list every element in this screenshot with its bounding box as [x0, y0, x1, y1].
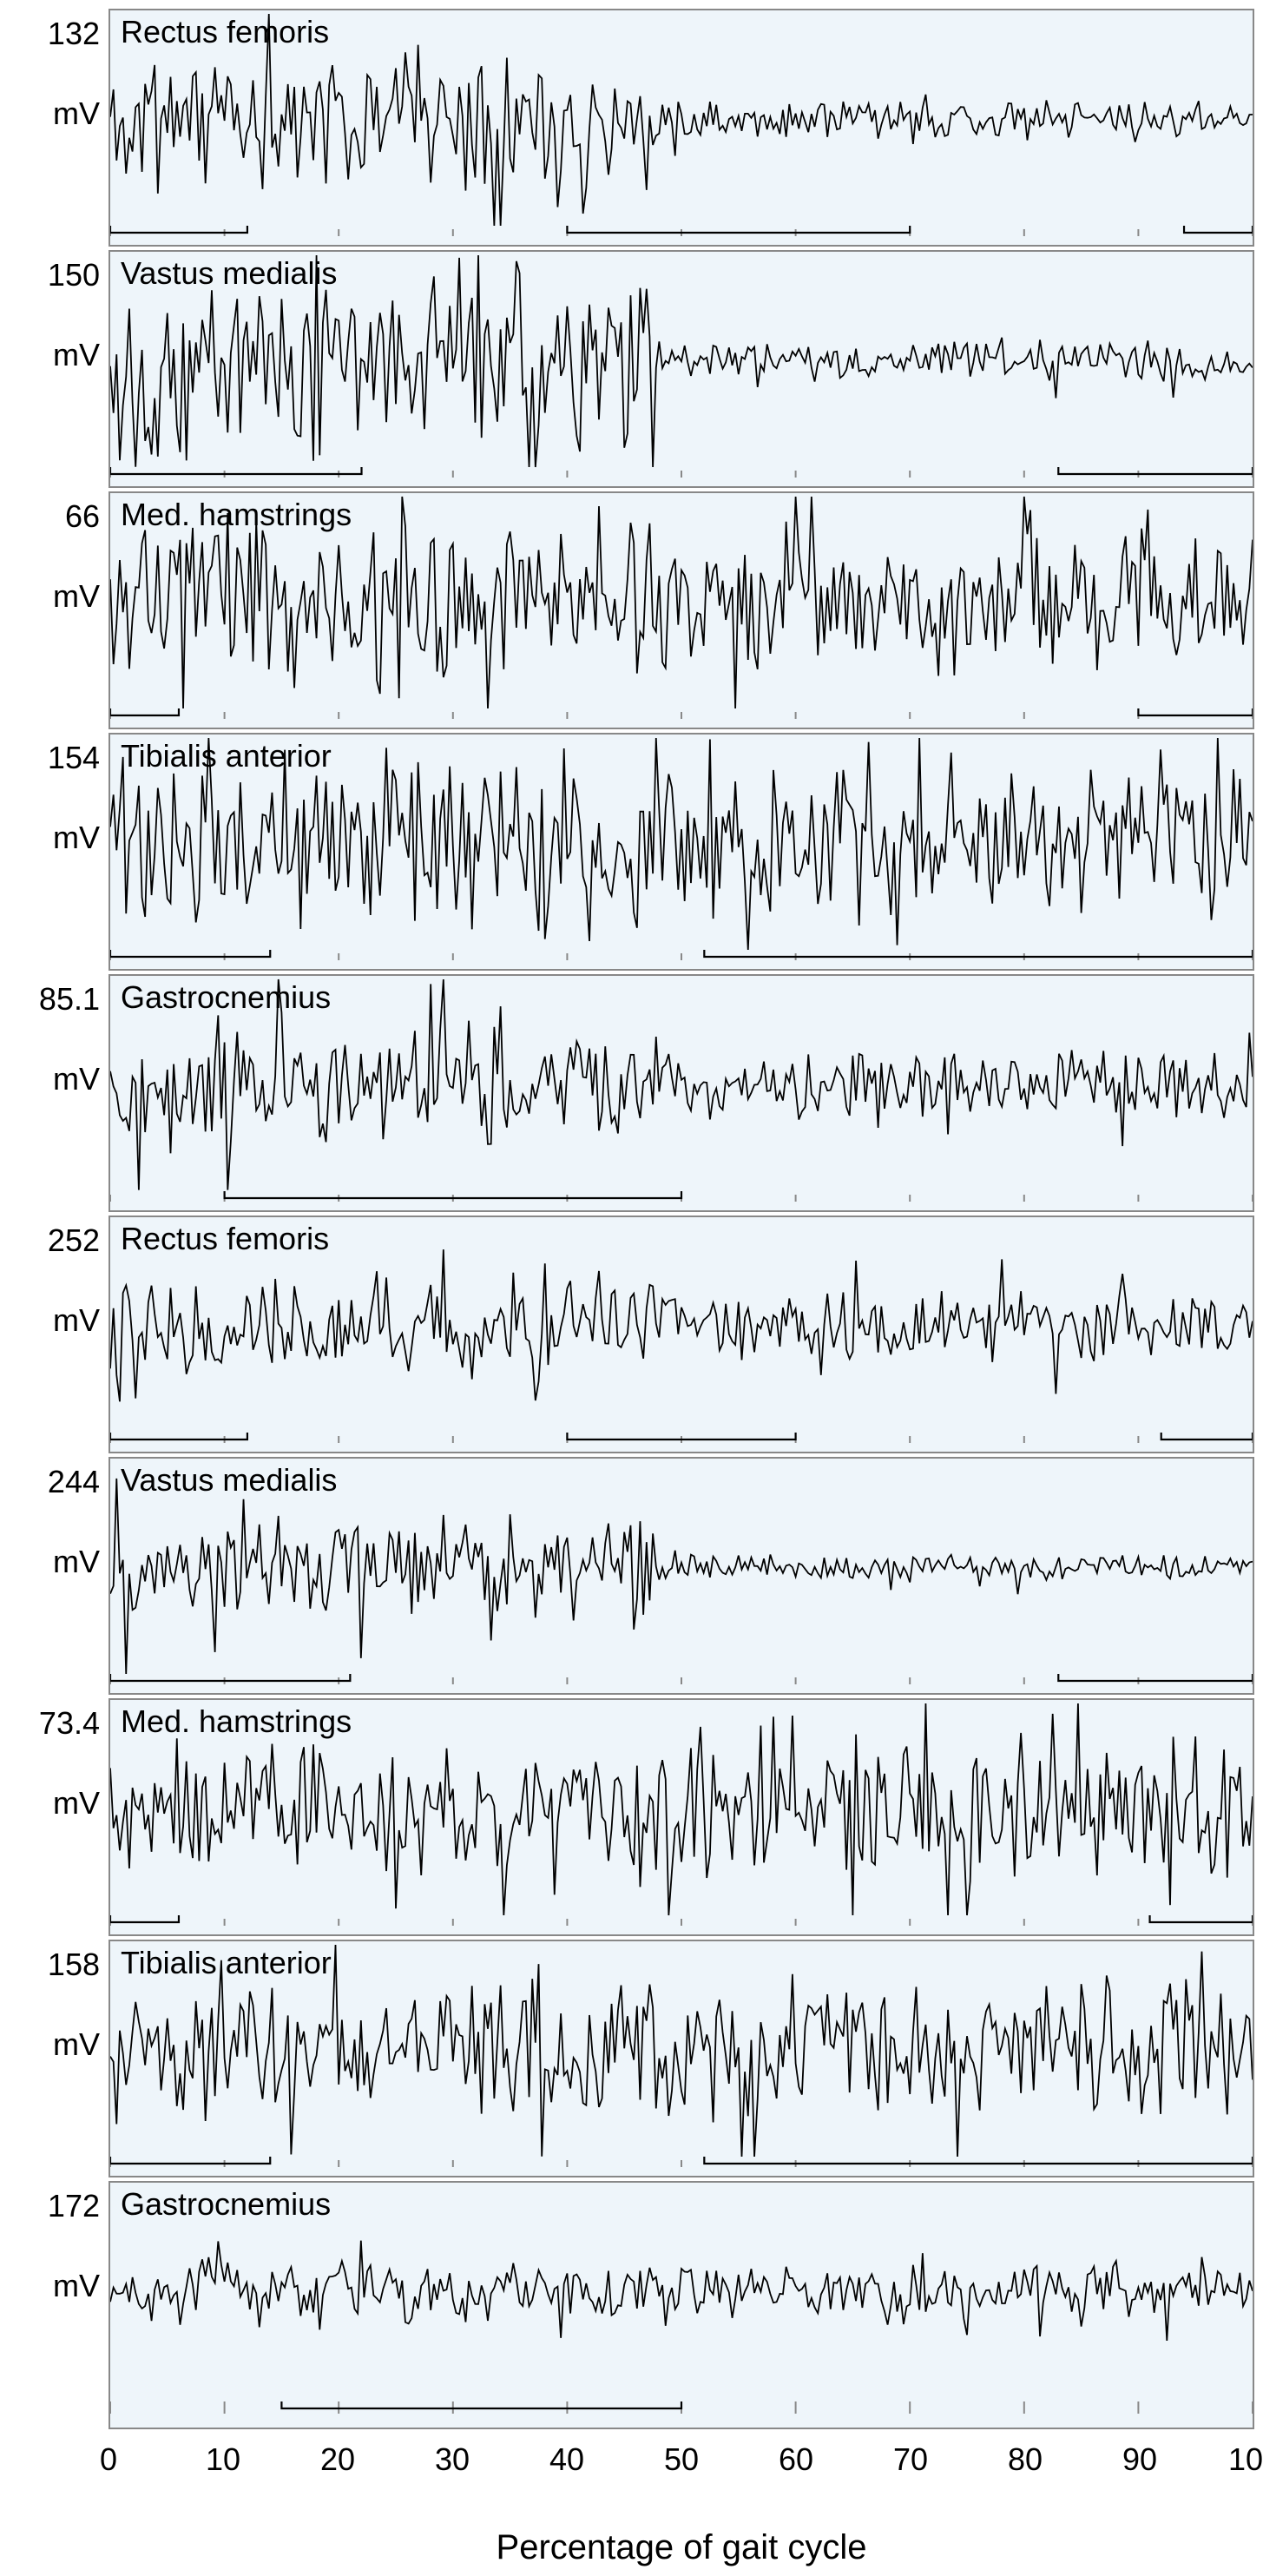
panel-row: 244 mV Vastus medialis: [9, 1457, 1254, 1698]
emg-panel: Vastus medialis: [109, 1457, 1254, 1695]
y-max-value: 66: [65, 498, 100, 535]
x-tick-label: 80: [1008, 2441, 1043, 2478]
y-unit-label: mV: [53, 1302, 100, 1339]
y-axis: 73.4 mV: [9, 1698, 109, 1936]
y-max-value: 244: [48, 1464, 100, 1500]
activity-bar: [704, 2157, 1253, 2164]
activity-bar: [1058, 467, 1253, 474]
emg-panel: Gastrocnemius: [109, 974, 1254, 1212]
panel-row: 132 mV Rectus femoris: [9, 9, 1254, 250]
y-axis: 154 mV: [9, 733, 109, 971]
activity-bar: [110, 1915, 179, 1922]
panel-row: 158 mV Tibialis anterior: [9, 1940, 1254, 2181]
y-max-value: 158: [48, 1947, 100, 1983]
panel-row: 252 mV Rectus femoris: [9, 1216, 1254, 1457]
x-tick-label: 90: [1122, 2441, 1157, 2478]
x-tick-label: 70: [893, 2441, 928, 2478]
panel-title: Rectus femoris: [121, 1221, 329, 1257]
emg-panel: Tibialis anterior: [109, 1940, 1254, 2177]
activity-bar: [1184, 226, 1253, 233]
panel-row: 150 mV Vastus medialis: [9, 250, 1254, 491]
activity-bar: [110, 708, 179, 715]
activity-bar: [110, 467, 362, 474]
x-tick-label: 40: [549, 2441, 584, 2478]
activity-bar: [1161, 1433, 1253, 1440]
x-axis: 0102030405060708090100: [9, 2441, 1254, 2494]
panel-title: Med. hamstrings: [121, 1703, 352, 1740]
panel-row: 85.1 mV Gastrocnemius: [9, 974, 1254, 1216]
activity-bar: [567, 226, 910, 233]
y-unit-label: mV: [53, 578, 100, 615]
y-unit-label: mV: [53, 1785, 100, 1822]
y-axis: 150 mV: [9, 250, 109, 488]
y-axis: 244 mV: [9, 1457, 109, 1695]
emg-panel: Tibialis anterior: [109, 733, 1254, 971]
activity-bar: [1058, 1674, 1253, 1681]
panel-title: Tibialis anterior: [121, 738, 332, 774]
x-tick-label: 20: [320, 2441, 355, 2478]
y-axis: 66 mV: [9, 491, 109, 729]
panel-row: 172 mV Gastrocnemius: [9, 2181, 1254, 2433]
x-tick-label: 100: [1228, 2441, 1263, 2478]
y-max-value: 252: [48, 1222, 100, 1259]
activity-bar: [1138, 708, 1253, 715]
x-tick-label: 60: [779, 2441, 813, 2478]
x-tick-label: 0: [100, 2441, 117, 2478]
y-axis: 252 mV: [9, 1216, 109, 1453]
x-tick-label: 50: [664, 2441, 699, 2478]
panel-title: Vastus medialis: [121, 255, 337, 292]
y-max-value: 85.1: [39, 981, 100, 1018]
y-max-value: 172: [48, 2188, 100, 2224]
y-max-value: 154: [48, 740, 100, 776]
y-max-value: 132: [48, 16, 100, 52]
emg-signal: [110, 1479, 1253, 1674]
activity-bar: [110, 2157, 270, 2164]
activity-bar: [704, 950, 1253, 957]
emg-panel: Med. hamstrings: [109, 1698, 1254, 1936]
x-tick-label: 10: [206, 2441, 240, 2478]
emg-signal: [110, 2241, 1253, 2341]
y-axis: 158 mV: [9, 1940, 109, 2177]
panel-title: Rectus femoris: [121, 14, 329, 50]
panel-row: 66 mV Med. hamstrings: [9, 491, 1254, 733]
emg-panel-chart: 132 mV Rectus femoris 150 mV Vastus medialis 6…: [9, 9, 1254, 2567]
panel-title: Gastrocnemius: [121, 979, 331, 1016]
y-axis: 85.1 mV: [9, 974, 109, 1212]
y-unit-label: mV: [53, 1061, 100, 1097]
activity-bar: [110, 1674, 350, 1681]
panel-title: Tibialis anterior: [121, 1945, 332, 1981]
emg-signal: [110, 1249, 1253, 1401]
y-unit-label: mV: [53, 2268, 100, 2304]
y-max-value: 73.4: [39, 1705, 100, 1742]
panel-title: Vastus medialis: [121, 1462, 337, 1499]
activity-bar: [110, 950, 270, 957]
emg-panel: Rectus femoris: [109, 9, 1254, 247]
x-tick-label: 30: [435, 2441, 470, 2478]
activity-bar: [110, 226, 247, 233]
emg-panel: Rectus femoris: [109, 1216, 1254, 1453]
y-unit-label: mV: [53, 337, 100, 373]
y-unit-label: mV: [53, 2026, 100, 2063]
y-unit-label: mV: [53, 1544, 100, 1580]
panel-title: Gastrocnemius: [121, 2186, 331, 2223]
activity-bar: [110, 1433, 247, 1440]
panel-row: 154 mV Tibialis anterior: [9, 733, 1254, 974]
y-axis: 132 mV: [9, 9, 109, 247]
x-axis-label: Percentage of gait cycle: [109, 2528, 1254, 2567]
emg-panel: Med. hamstrings: [109, 491, 1254, 729]
y-unit-label: mV: [53, 96, 100, 132]
activity-bar: [1150, 1915, 1253, 1922]
emg-panel: Vastus medialis: [109, 250, 1254, 488]
panel-row: 73.4 mV Med. hamstrings: [9, 1698, 1254, 1940]
y-max-value: 150: [48, 257, 100, 293]
panel-title: Med. hamstrings: [121, 497, 352, 533]
emg-panel: Gastrocnemius: [109, 2181, 1254, 2429]
x-axis-label-row: Percentage of gait cycle: [9, 2528, 1254, 2567]
activity-bar: [281, 2401, 681, 2408]
y-axis: 172 mV: [9, 2181, 109, 2429]
y-unit-label: mV: [53, 820, 100, 856]
